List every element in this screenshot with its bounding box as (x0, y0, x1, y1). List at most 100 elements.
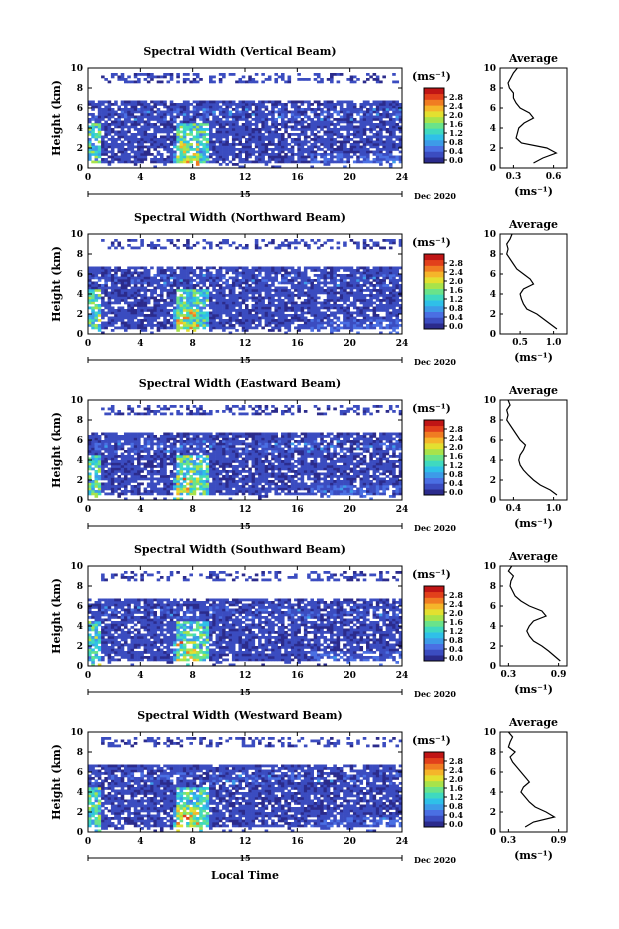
heatmap-cell (254, 286, 259, 290)
heatmap-cell (225, 113, 229, 116)
heatmap-cell (182, 108, 187, 111)
heatmap-cell (189, 296, 193, 300)
heatmap-cell (228, 115, 233, 119)
heatmap-cell (163, 73, 167, 76)
heatmap-cell (287, 80, 292, 84)
heatmap-cell (107, 138, 112, 141)
heatmap-cell (110, 492, 115, 496)
heatmap-cell (388, 246, 393, 250)
heatmap-cell (398, 239, 403, 242)
heatmap-cell (212, 123, 216, 126)
heatmap-cell (392, 118, 396, 121)
heatmap-cell (323, 123, 328, 126)
heatmap-cell (333, 123, 337, 126)
heatmap-cell (199, 271, 203, 275)
heatmap-cell (110, 480, 115, 483)
heatmap-cell (369, 105, 373, 109)
heatmap-cell (254, 482, 259, 486)
heatmap-cell (251, 492, 256, 496)
heatmap-cell (326, 276, 331, 280)
heatmap-cell (310, 326, 314, 330)
heatmap-cell (169, 281, 174, 285)
heatmap-cell (146, 279, 151, 282)
heatmap-cell (88, 324, 92, 327)
heatmap-cell (192, 153, 197, 156)
heatmap-cell (313, 145, 318, 149)
heatmap-cell (212, 103, 216, 106)
heatmap-cell (163, 492, 167, 496)
heatmap-cell (241, 110, 246, 114)
heatmap-cell (182, 120, 187, 124)
heatmap-cell (143, 319, 148, 322)
heatmap-cell (166, 135, 171, 139)
heatmap-cell (179, 296, 184, 300)
heatmap-cell (222, 135, 226, 139)
heatmap-cell (231, 314, 236, 317)
heatmap-cell (163, 160, 167, 164)
heatmap-cell (97, 284, 102, 287)
heatmap-cell (267, 110, 272, 114)
heatmap-cell (245, 118, 249, 121)
heatmap-cell (137, 304, 141, 307)
heatmap-cell (356, 108, 360, 111)
heatmap-cell (277, 492, 282, 496)
heatmap-cell (359, 135, 364, 139)
heatmap-cell (123, 133, 128, 136)
heatmap-cell (267, 276, 272, 280)
heatmap-cell (228, 311, 233, 315)
heatmap-cell (392, 314, 396, 317)
heatmap-cell (153, 319, 157, 322)
heatmap-cell (101, 266, 105, 270)
colorbar-segment (424, 294, 444, 301)
heatmap-cell (336, 329, 341, 332)
heatmap-cell (294, 239, 298, 242)
heatmap-cell (366, 120, 370, 124)
heatmap-cell (316, 316, 321, 320)
heatmap-cell (382, 125, 386, 129)
heatmap-cell (91, 482, 95, 486)
heatmap-cell (388, 331, 393, 335)
heatmap-cell (290, 482, 295, 486)
heatmap-cell (130, 145, 135, 149)
heatmap-cell (287, 291, 292, 295)
heatmap-cell (218, 301, 223, 305)
heatmap-cell (271, 319, 275, 322)
heatmap-cell (120, 145, 125, 149)
heatmap-cell (284, 324, 288, 327)
heatmap-cell (274, 319, 279, 322)
heatmap-cell (339, 100, 344, 104)
heatmap-cell (218, 299, 223, 302)
date-label: Dec 2020 (414, 191, 456, 201)
heatmap-cell (104, 271, 108, 275)
heatmap-cell (238, 490, 243, 493)
heatmap-cell (398, 309, 403, 312)
heatmap-cell (264, 145, 269, 149)
heatmap-cell (245, 291, 249, 295)
heatmap-cell (130, 155, 135, 159)
heatmap-cell (117, 118, 122, 121)
heatmap-cell (330, 80, 334, 84)
heatmap-cell (316, 301, 321, 305)
heatmap-cell (150, 314, 154, 317)
heatmap-cell (258, 291, 262, 295)
heatmap-cell (294, 113, 298, 116)
heatmap-cell (323, 145, 328, 149)
heatmap-cell (88, 128, 92, 131)
heatmap-cell (333, 133, 337, 136)
heatmap-cell (339, 480, 344, 483)
heatmap-cell (330, 153, 334, 156)
heatmap-cell (280, 155, 285, 159)
heatmap-cell (297, 128, 301, 131)
heatmap-cell (235, 133, 239, 136)
heatmap-cell (362, 495, 367, 498)
heatmap-cell (173, 324, 177, 327)
heatmap-cell (133, 145, 138, 149)
x-tick-label: 8 (190, 339, 196, 349)
heatmap-cell (218, 110, 223, 114)
heatmap-cell (173, 105, 177, 109)
heatmap-cell (156, 482, 161, 486)
heatmap-cell (117, 108, 122, 111)
heatmap-cell (176, 125, 180, 129)
heatmap-cell (156, 311, 161, 315)
heatmap-cell (267, 269, 272, 272)
